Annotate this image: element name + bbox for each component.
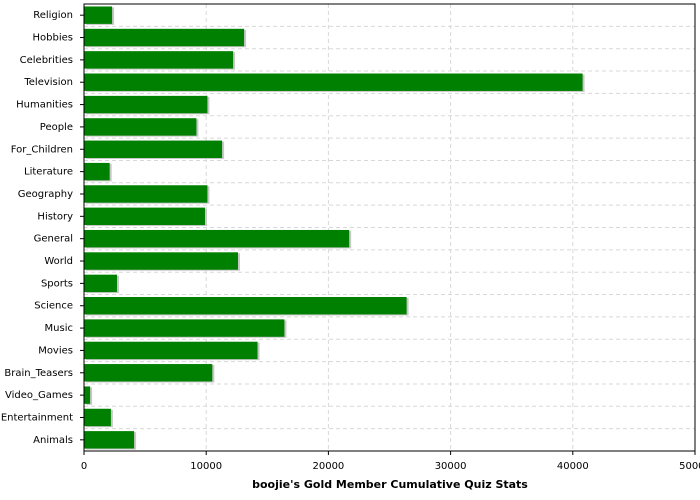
bar <box>84 185 208 203</box>
y-tick-label: Brain_Teasers <box>4 368 73 379</box>
bar <box>84 6 113 24</box>
bar <box>84 51 234 69</box>
y-tick-label: History <box>37 211 73 222</box>
y-tick-label: Animals <box>33 435 73 446</box>
y-tick-label: Television <box>23 77 73 88</box>
bar <box>84 229 350 248</box>
plot-frame <box>83 3 696 452</box>
bar <box>84 431 135 449</box>
x-tick-label: 0 <box>81 461 87 472</box>
bar <box>84 297 407 315</box>
y-tick-label: Entertainment <box>1 412 73 423</box>
y-tick-label: Music <box>45 323 73 334</box>
bar <box>84 73 583 91</box>
bar <box>84 274 117 293</box>
bar <box>84 28 245 47</box>
x-tick-label: 10000 <box>190 461 222 472</box>
bar <box>84 95 208 114</box>
y-tick-label: Movies <box>38 345 73 356</box>
y-tick-label: Humanities <box>16 100 73 111</box>
x-axis-label: boojie's Gold Member Cumulative Quiz Sta… <box>252 478 528 491</box>
bar <box>84 364 213 382</box>
x-tick-label: 30000 <box>435 461 467 472</box>
bar <box>84 162 110 181</box>
y-tick-label: Sports <box>41 278 73 289</box>
bar <box>84 252 238 270</box>
y-tick-label: People <box>40 122 73 133</box>
y-tick-label: Hobbies <box>33 33 73 44</box>
bar <box>84 207 205 226</box>
y-tick-label: Literature <box>24 167 73 178</box>
y-tick-label: Science <box>34 301 73 312</box>
y-tick-label: World <box>44 256 73 267</box>
bar <box>84 319 285 337</box>
bar <box>84 118 197 136</box>
y-tick-label: Religion <box>33 10 73 21</box>
bar <box>84 341 258 360</box>
y-tick-label: Video_Games <box>5 390 73 401</box>
y-tick-label: General <box>34 234 73 245</box>
x-tick-label: 50000 <box>679 461 700 472</box>
bar <box>84 408 111 427</box>
y-tick-label: Celebrities <box>20 55 73 66</box>
x-tick-label: 20000 <box>312 461 344 472</box>
y-tick-label: Geography <box>18 189 73 200</box>
x-tick-label: 40000 <box>557 461 589 472</box>
y-tick-label: For_Children <box>11 144 73 155</box>
bar <box>84 140 223 158</box>
bar <box>84 386 91 404</box>
